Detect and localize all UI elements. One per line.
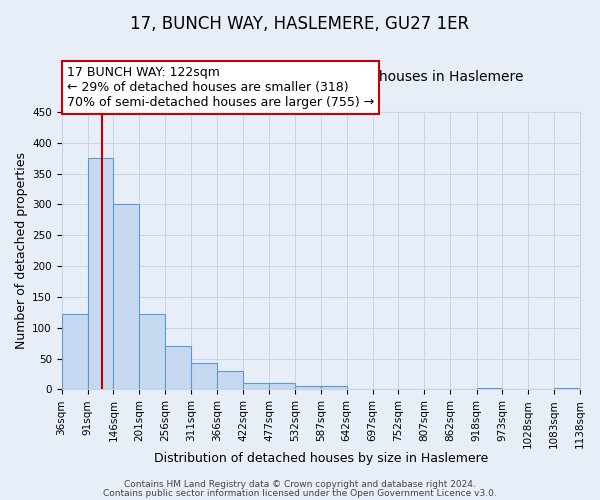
Y-axis label: Number of detached properties: Number of detached properties <box>15 152 28 349</box>
Bar <box>476 388 502 390</box>
Text: 17 BUNCH WAY: 122sqm
← 29% of detached houses are smaller (318)
70% of semi-deta: 17 BUNCH WAY: 122sqm ← 29% of detached h… <box>67 66 374 109</box>
Bar <box>113 204 139 390</box>
Bar <box>62 314 88 390</box>
Bar <box>554 388 580 390</box>
X-axis label: Distribution of detached houses by size in Haslemere: Distribution of detached houses by size … <box>154 452 488 465</box>
Title: Size of property relative to detached houses in Haslemere: Size of property relative to detached ho… <box>119 70 523 85</box>
Bar <box>269 383 295 390</box>
Bar <box>88 158 113 390</box>
Bar <box>321 386 347 390</box>
Text: Contains public sector information licensed under the Open Government Licence v3: Contains public sector information licen… <box>103 488 497 498</box>
Text: Contains HM Land Registry data © Crown copyright and database right 2024.: Contains HM Land Registry data © Crown c… <box>124 480 476 489</box>
Bar <box>243 383 269 390</box>
Text: 17, BUNCH WAY, HASLEMERE, GU27 1ER: 17, BUNCH WAY, HASLEMERE, GU27 1ER <box>130 15 470 33</box>
Bar <box>217 371 243 390</box>
Bar <box>165 346 191 390</box>
Bar <box>139 314 165 390</box>
Bar <box>191 363 217 390</box>
Bar <box>295 386 321 390</box>
